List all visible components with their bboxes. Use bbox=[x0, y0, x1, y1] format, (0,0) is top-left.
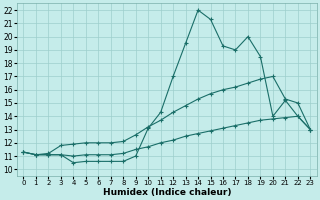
X-axis label: Humidex (Indice chaleur): Humidex (Indice chaleur) bbox=[103, 188, 231, 197]
